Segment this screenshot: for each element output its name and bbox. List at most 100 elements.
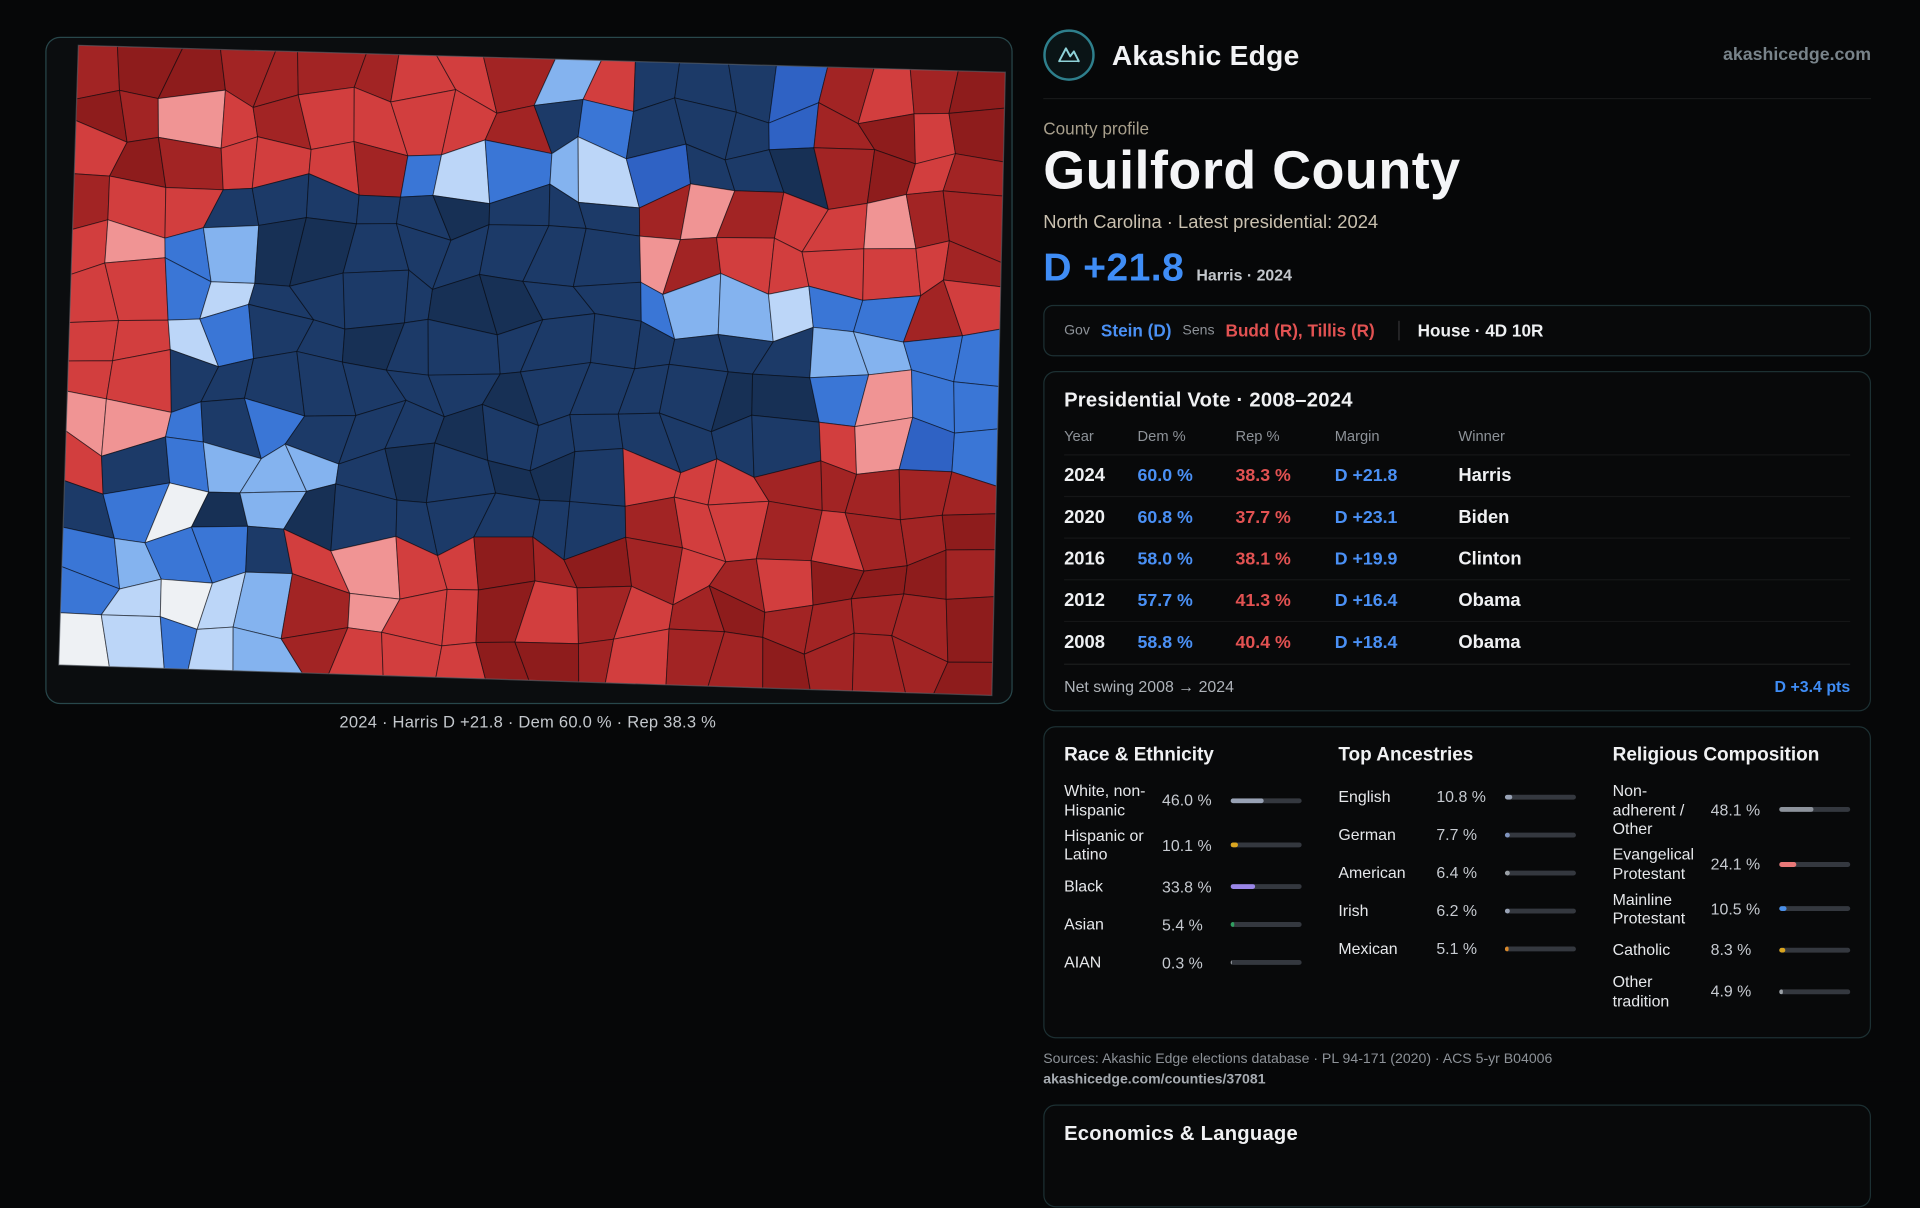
economics-title: Economics & Language [1064, 1123, 1299, 1146]
demo-bar-fill [1504, 832, 1511, 838]
presidential-panel: Presidential Vote · 2008–2024 Year Dem %… [1043, 371, 1872, 712]
col-rep: Rep % [1235, 427, 1280, 445]
col-dem: Dem % [1137, 427, 1186, 445]
margin-cell: D +18.4 [1334, 632, 1398, 653]
demo-bar [1230, 842, 1302, 848]
presidential-row: 2024 60.0 % 38.3 % D +21.8 Harris [1064, 454, 1851, 497]
right-column: Akashic Edge akashicedge.com County prof… [1043, 0, 1872, 1208]
demo-title: Top Ancestries [1338, 744, 1474, 766]
winner-cell: Clinton [1458, 548, 1522, 570]
demographics-panel: Race & Ethnicity White, non-Hispanic 46.0… [1043, 726, 1872, 1039]
religious-composition-column: Religious Composition Non-adherent / Oth… [1613, 745, 1851, 1018]
demo-row: Catholic 8.3 % [1613, 935, 1851, 966]
demo-value: 10.8 % [1436, 787, 1486, 806]
demo-row: Mexican 5.1 % [1338, 933, 1576, 964]
sens-label: Sens [1182, 323, 1215, 339]
demo-value: 24.1 % [1710, 854, 1761, 874]
col-year: Year [1064, 427, 1094, 445]
dem-cell: 58.0 % [1137, 549, 1193, 570]
demo-value: 10.5 % [1710, 899, 1761, 918]
demo-bar [1230, 922, 1302, 927]
demo-label: German [1338, 825, 1396, 844]
year-cell: 2020 [1064, 507, 1105, 528]
demo-bar [1504, 794, 1576, 800]
demo-bar-fill [1779, 947, 1786, 953]
demo-row: Black 33.8 % [1064, 871, 1302, 902]
demo-value: 6.2 % [1436, 901, 1478, 920]
demo-list: English 10.8 % German 7.7 % American 6.4 % Iri… [1338, 781, 1576, 963]
demo-row: AIAN 0.3 % [1064, 947, 1302, 978]
demo-bar [1504, 832, 1576, 838]
brand-logo-icon[interactable] [1043, 29, 1095, 81]
demo-bar [1504, 908, 1576, 914]
demo-list: Non-adherent / Other 48.1 % Evangelical Pr… [1613, 781, 1851, 1010]
demo-row: German 7.7 % [1338, 819, 1576, 850]
officials-bar: Gov Stein (D) Sens Budd (R), Tillis (R) … [1043, 305, 1872, 357]
top-ancestries-column: Top Ancestries English 10.8 % German 7.7 % A… [1338, 745, 1576, 1018]
gov-value: Stein (D) [1100, 321, 1172, 341]
demo-value: 33.8 % [1162, 877, 1212, 896]
demo-bar-fill [1504, 870, 1510, 876]
site-header: Akashic Edge akashicedge.com [1043, 0, 1871, 81]
demo-bar-fill [1230, 922, 1235, 927]
demo-bar [1779, 906, 1851, 912]
col-margin: Margin [1334, 427, 1380, 445]
demo-row: Non-adherent / Other 48.1 % [1613, 781, 1851, 837]
demo-label: Hispanic or Latino [1064, 826, 1144, 864]
demo-bar-fill [1504, 794, 1513, 800]
dem-cell: 57.7 % [1137, 591, 1193, 611]
demo-value: 4.9 % [1710, 982, 1752, 1001]
mountain-icon [1058, 47, 1080, 63]
presidential-row: 2020 60.8 % 37.7 % D +23.1 Biden [1064, 496, 1851, 538]
officials-divider [1398, 321, 1400, 341]
margin-cell: D +19.9 [1334, 549, 1398, 570]
demo-bar [1504, 870, 1576, 876]
demo-bar [1230, 884, 1302, 889]
demo-bar [1230, 797, 1302, 803]
rep-cell: 40.4 % [1235, 632, 1291, 653]
site-domain-link[interactable]: akashicedge.com [1722, 45, 1872, 65]
demo-value: 10.1 % [1162, 835, 1212, 855]
demo-label: Mexican [1338, 939, 1398, 958]
demo-title: Race & Ethnicity [1064, 744, 1214, 766]
demo-value: 5.1 % [1436, 939, 1478, 958]
map-panel [45, 36, 1013, 705]
demo-label: Black [1064, 877, 1104, 896]
demo-label: Irish [1338, 901, 1369, 920]
demo-label: Non-adherent / Other [1612, 781, 1685, 838]
year-cell: 2016 [1064, 548, 1105, 570]
demo-bar-fill [1779, 906, 1787, 912]
demo-value: 6.4 % [1436, 863, 1478, 882]
winner-cell: Obama [1458, 632, 1521, 653]
demo-bar [1504, 946, 1576, 952]
demo-value: 8.3 % [1710, 941, 1752, 960]
demo-value: 5.4 % [1162, 915, 1203, 934]
headline-context: Harris · 2024 [1196, 265, 1293, 285]
presidential-title: Presidential Vote · 2008–2024 [1064, 389, 1353, 412]
demo-bar-fill [1779, 989, 1783, 995]
demo-bar-fill [1230, 960, 1233, 965]
net-swing-value: D +3.4 pts [1774, 677, 1851, 696]
map-caption: 2024 · Harris D +21.8 · Dem 60.0 % · Rep… [339, 712, 717, 732]
demo-bar-fill [1504, 946, 1509, 952]
demo-label: American [1338, 863, 1406, 882]
demo-value: 0.3 % [1162, 953, 1203, 972]
year-cell: 2012 [1064, 590, 1105, 612]
col-winner: Winner [1458, 427, 1505, 445]
demo-label: Catholic [1612, 940, 1671, 960]
demo-value: 46.0 % [1162, 791, 1212, 810]
demo-bar-fill [1504, 908, 1510, 914]
page-subtitle: North Carolina · Latest presidential: 20… [1043, 212, 1379, 233]
race-ethnicity-column: Race & Ethnicity White, non-Hispanic 46.0… [1064, 745, 1302, 1018]
demo-row: Asian 5.4 % [1064, 909, 1302, 940]
brand-name: Akashic Edge [1111, 38, 1300, 71]
demo-value: 7.7 % [1436, 825, 1478, 844]
headline-margin: D +21.8 [1043, 245, 1185, 290]
presidential-row: 2012 57.7 % 41.3 % D +16.4 Obama [1064, 579, 1851, 621]
winner-cell: Obama [1458, 590, 1521, 612]
permalink[interactable]: akashicedge.com/counties/37081 [1043, 1072, 1266, 1088]
demo-label: White, non-Hispanic [1064, 781, 1146, 819]
margin-cell: D +21.8 [1334, 466, 1398, 486]
demo-value: 48.1 % [1710, 800, 1761, 819]
demo-row: White, non-Hispanic 46.0 % [1064, 781, 1302, 819]
